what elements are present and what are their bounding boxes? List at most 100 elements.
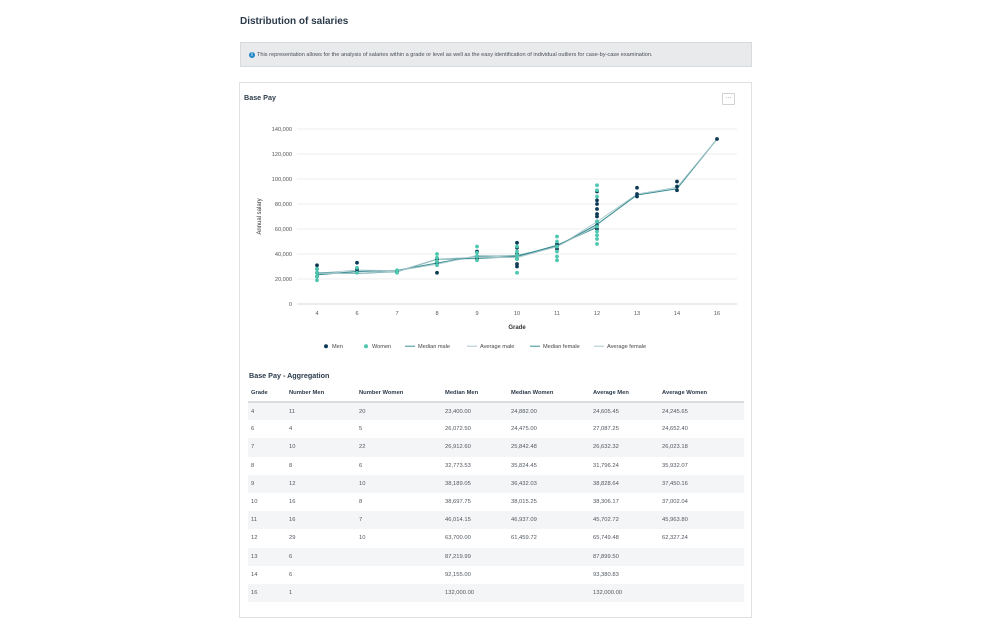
column-header: Average Men [590, 385, 659, 403]
table-cell: 31,796.24 [593, 462, 619, 469]
data-point-women [515, 253, 519, 258]
table-cell: 38,828.64 [590, 474, 659, 493]
legend-label: Men [332, 344, 343, 350]
table-cell: 8 [289, 462, 293, 469]
chart-menu-button[interactable]: ··· [722, 93, 735, 105]
table-cell: 26,023.18 [659, 438, 744, 457]
table-row: 11 16 7 46,014.15 46,937.09 45,702.72 45,963.8… [248, 511, 744, 530]
data-point-women [475, 250, 479, 255]
info-banner: i This representation allows for the ana… [240, 42, 752, 67]
data-point-men [595, 214, 599, 219]
table-cell: 10 [286, 438, 356, 457]
data-point-men [675, 188, 679, 193]
info-icon: i [249, 51, 255, 58]
data-point-men [355, 260, 359, 265]
y-tick-label: 100,000 [272, 177, 292, 183]
table-cell: 6 [289, 571, 293, 578]
y-tick-label: 120,000 [272, 152, 292, 158]
x-tick-label: 8 [435, 311, 438, 317]
table-cell [659, 583, 744, 603]
table-cell: 10 [359, 535, 366, 542]
table-cell [356, 547, 442, 566]
table-cell [356, 583, 442, 603]
table-cell: 24,882.00 [508, 402, 590, 421]
x-tick-label: 16 [714, 311, 720, 317]
data-point-women [595, 242, 599, 246]
table-cell: 93,380.83 [593, 571, 619, 578]
table-row: 14 6 92,155.00 93,380.83 [248, 566, 744, 584]
table-cell: 24,245.65 [659, 402, 744, 421]
table-cell: 6 [251, 426, 255, 433]
data-point-men [595, 207, 599, 211]
data-point-women [555, 234, 559, 239]
table-cell: 22 [356, 438, 442, 457]
legend-label: Median male [418, 344, 450, 350]
series-line-median-female [316, 226, 598, 274]
table-cell: 16 [248, 583, 286, 603]
data-point-men [595, 202, 599, 206]
y-axis-label: Annual salary [257, 198, 263, 234]
data-point-men [515, 264, 519, 269]
data-point-women [595, 233, 599, 238]
data-point-men [635, 185, 639, 190]
y-tick-label: 80,000 [275, 202, 292, 208]
data-point-women [595, 229, 599, 234]
table-cell: 9 [248, 474, 286, 493]
table-cell: 46,937.09 [508, 511, 590, 530]
column-header: Median Men [442, 385, 508, 403]
table-cell: 38,189.05 [442, 474, 508, 493]
table-cell: 37,002.04 [662, 499, 688, 506]
table-cell [659, 566, 744, 584]
table-cell [659, 547, 744, 566]
x-axis-label: Grade [508, 325, 526, 331]
table-cell: 132,000.00 [590, 583, 659, 603]
table-cell: 65,749.48 [593, 535, 619, 542]
y-tick-label: 20,000 [275, 277, 292, 283]
data-point-women [515, 244, 519, 249]
data-point-women [315, 274, 319, 279]
table-cell: 13 [248, 547, 286, 566]
data-point-women [475, 244, 479, 249]
data-point-women [315, 267, 319, 271]
table-cell [508, 547, 590, 566]
data-point-women [555, 249, 559, 254]
data-point-women [475, 258, 479, 263]
x-tick-label: 13 [634, 311, 640, 317]
table-cell: 8 [359, 499, 363, 506]
legend-label: Women [372, 344, 391, 350]
table-cell: 16 [286, 511, 356, 530]
table-row: 10 16 8 38,697.75 38,015.25 38,306.17 37,002.0… [248, 493, 744, 511]
table-cell: 24,652.40 [662, 426, 688, 433]
table-cell: 16 [289, 499, 296, 506]
table-cell: 62,327.24 [662, 535, 688, 542]
data-point-women [595, 188, 599, 193]
data-point-men [635, 194, 639, 199]
legend-marker [324, 344, 328, 349]
table-cell: 38,306.17 [593, 499, 619, 506]
data-point-women [555, 258, 559, 263]
table-cell: 11 [248, 511, 286, 530]
data-point-women [595, 237, 599, 241]
table-cell: 45,963.80 [659, 511, 744, 530]
data-point-men [715, 137, 719, 141]
data-point-women [315, 270, 319, 275]
table-cell: 26,632.32 [590, 438, 659, 457]
table-cell: 26,072.50 [445, 426, 471, 433]
table-cell: 11 [286, 402, 356, 421]
data-point-women [595, 194, 599, 199]
table-cell: 38,015.25 [511, 499, 537, 506]
y-tick-label: 40,000 [275, 252, 292, 258]
legend-label: Average male [480, 344, 514, 350]
table-row: 7 10 22 26,912.60 25,842.48 26,632.32 26,023.1… [248, 438, 744, 457]
table-cell: 63,700.00 [445, 535, 471, 542]
y-tick-label: 0 [289, 302, 292, 308]
data-point-women [595, 224, 599, 229]
data-point-women [435, 263, 439, 268]
x-tick-label: 14 [674, 311, 680, 317]
x-tick-label: 7 [395, 311, 398, 317]
data-point-women [435, 259, 439, 264]
data-point-women [515, 270, 519, 275]
table-cell: 6 [286, 547, 356, 566]
table-cell: 36,432.03 [508, 474, 590, 493]
